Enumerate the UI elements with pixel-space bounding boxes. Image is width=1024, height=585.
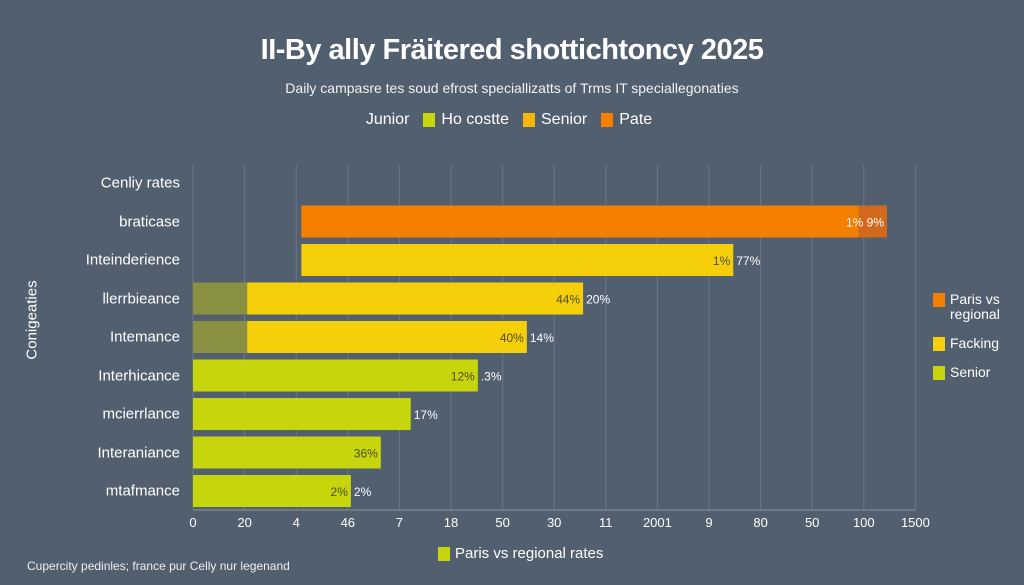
- legend-right: Paris vs regional Facking Senior: [933, 292, 1020, 394]
- legend-swatch: [438, 546, 450, 561]
- legend-swatch: [601, 113, 614, 127]
- legend-label: Paris vs regional rates: [455, 545, 604, 562]
- x-tick-label: 2001: [643, 515, 672, 530]
- legend-label: Facking: [950, 335, 1000, 351]
- data-label: 77%: [736, 254, 760, 268]
- legend-label: Senior: [541, 111, 588, 128]
- legend-label: Ho costte: [441, 111, 509, 128]
- legend-label: Senior: [950, 364, 991, 380]
- bar-segment: [193, 398, 411, 430]
- footnote: Cupercity pedinles; france pur Celly nur…: [27, 559, 290, 573]
- legend-item-senior: Senior: [523, 111, 587, 129]
- y-tick-label: mcierrlance: [102, 405, 180, 423]
- bar-segment: [247, 321, 527, 353]
- data-label: 14%: [530, 331, 554, 345]
- x-tick-label: 7: [396, 515, 403, 530]
- data-label: 1% 9%: [846, 216, 884, 230]
- legend-swatch: [933, 366, 945, 380]
- bar-segment: [193, 321, 248, 353]
- x-tick-label: 50: [495, 515, 509, 530]
- bar-segment: [247, 282, 584, 315]
- legend-item-pate: Pate: [601, 111, 652, 129]
- data-label: .3%: [481, 370, 502, 384]
- y-tick-label: mtafmance: [105, 482, 180, 500]
- legend-label: Paris vs regional: [950, 291, 1000, 322]
- x-tick-label: 80: [753, 515, 767, 530]
- legend-bottom: Paris vs regional rates: [438, 545, 603, 562]
- x-tick-label: 11: [599, 515, 613, 530]
- x-tick-label: 0: [189, 515, 196, 530]
- bar-segment: [193, 359, 478, 392]
- y-tick-label: Cenliy rates: [100, 174, 180, 192]
- x-tick-label: 4: [293, 515, 300, 530]
- bar-segment: [193, 282, 248, 315]
- legend-swatch: [423, 113, 436, 127]
- data-label: 40%: [500, 331, 524, 345]
- data-label: 44%: [556, 293, 580, 307]
- y-tick-label: Interaniance: [97, 444, 180, 461]
- y-tick-label: Inteinderience: [85, 251, 180, 269]
- y-tick-label: llerrbieance: [102, 290, 180, 307]
- legend-item-ho-costte: Ho costte: [423, 111, 509, 129]
- x-tick-label: 9: [705, 515, 712, 530]
- y-tick-label: braticase: [119, 213, 180, 230]
- x-tick-label: 20: [237, 515, 251, 530]
- y-tick-label: Interhicance: [98, 367, 180, 384]
- x-tick-label: 1500: [901, 515, 930, 530]
- legend-swatch: [933, 337, 945, 351]
- x-tick-label: 30: [547, 515, 561, 530]
- bar-segment: [301, 205, 859, 238]
- data-label: 2%: [354, 485, 372, 499]
- bar-segment: [858, 205, 888, 238]
- data-label: 17%: [414, 408, 438, 422]
- legend-item-paris-vs-regional: Paris vs regional: [933, 292, 1020, 322]
- legend-top: Junior Ho costte Senior Pate: [0, 111, 1024, 129]
- data-label: 1%: [713, 254, 731, 268]
- y-tick-label: Intemance: [109, 328, 180, 346]
- x-tick-label: 46: [341, 515, 355, 530]
- legend-item-senior: Senior: [933, 365, 1020, 380]
- legend-swatch: [523, 113, 535, 127]
- data-label: 20%: [586, 293, 610, 307]
- bar-segment: [193, 436, 381, 469]
- chart-subtitle: Daily campasre tes soud efrost specialli…: [285, 80, 739, 96]
- legend-label: Junior: [365, 111, 410, 128]
- bar-segment: [193, 475, 351, 507]
- legend-label: Pate: [619, 111, 653, 128]
- x-tick-label: 18: [444, 515, 458, 530]
- legend-item-facking: Facking: [933, 336, 1020, 351]
- x-tick-label: 100: [853, 515, 875, 530]
- legend-swatch: [933, 293, 945, 307]
- bar-segment: [301, 244, 734, 276]
- legend-item-junior: Junior: [366, 111, 410, 129]
- data-label: 36%: [354, 447, 378, 461]
- x-tick-label: 50: [805, 515, 819, 530]
- data-label: 2%: [331, 485, 349, 499]
- data-label: 12%: [451, 370, 475, 384]
- chart-title: II-By ally Fräitered shottichtoncy 2025: [260, 34, 764, 66]
